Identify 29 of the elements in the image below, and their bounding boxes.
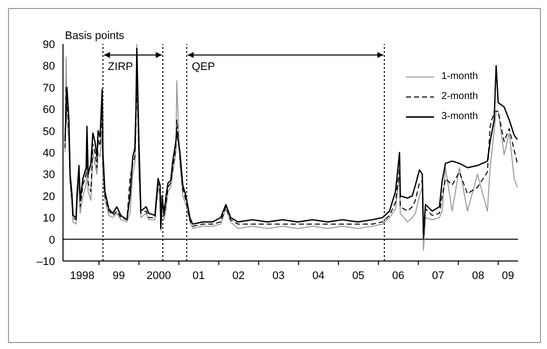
y-tick-label: 10 [42, 212, 55, 225]
y-tick-label: 90 [42, 39, 55, 51]
y-tick-label: 50 [42, 126, 55, 138]
x-tick-label: 99 [112, 270, 125, 282]
x-tick-label: 09 [502, 270, 514, 282]
x-tick-label: 05 [352, 270, 364, 282]
x-tick-label: 08 [472, 270, 484, 282]
y-tick-label: 80 [42, 60, 55, 73]
x-tick-label: 06 [392, 270, 404, 282]
y-tick-label: 40 [42, 148, 55, 160]
y-axis-title: Basis points [65, 30, 124, 42]
y-tick-label: 70 [42, 82, 55, 94]
y-tick-label: –10 [36, 256, 55, 268]
x-tick-label: 2000 [146, 270, 171, 282]
y-tick-label: 0 [48, 234, 55, 246]
x-tick-label: 04 [312, 270, 325, 282]
x-tick-label: 07 [432, 270, 444, 282]
y-tick-label: 20 [42, 190, 55, 203]
legend-label: 2-month [441, 91, 478, 102]
ref-line-label: QEP [192, 61, 215, 73]
x-tick-label: 02 [232, 270, 245, 282]
legend-label: 3-month [441, 111, 478, 122]
legend-label: 1-month [441, 71, 478, 82]
x-tick-label: 01 [192, 270, 205, 282]
ref-line-label: ZIRP [108, 61, 133, 73]
x-tick-label: 1998 [70, 270, 94, 282]
y-tick-label: 30 [42, 169, 55, 182]
x-tick-label: 03 [272, 270, 285, 282]
y-tick-label: 60 [42, 104, 55, 116]
